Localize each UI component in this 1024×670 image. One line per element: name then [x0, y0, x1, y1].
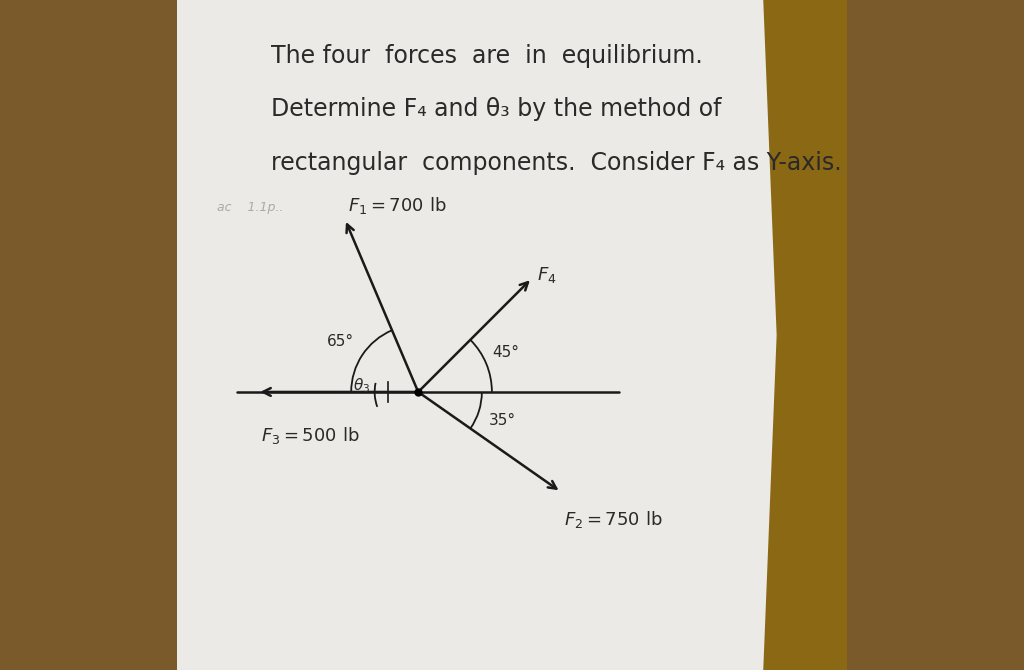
Text: $F_2 = 750$ lb: $F_2 = 750$ lb	[564, 509, 663, 529]
Text: The four  forces  are  in  equilibrium.: The four forces are in equilibrium.	[270, 44, 702, 68]
Text: $\theta_3$: $\theta_3$	[352, 376, 370, 395]
Text: 35°: 35°	[488, 413, 516, 427]
Polygon shape	[177, 0, 776, 670]
Text: 45°: 45°	[493, 345, 519, 360]
Text: $F_1 = 700$ lb: $F_1 = 700$ lb	[348, 195, 446, 216]
Text: rectangular  components.  Consider F₄ as Y-axis.: rectangular components. Consider F₄ as Y…	[270, 151, 842, 175]
Text: ac    1.1p..: ac 1.1p..	[217, 201, 284, 214]
Text: 65°: 65°	[327, 334, 354, 350]
Text: $F_3 = 500$ lb: $F_3 = 500$ lb	[261, 425, 359, 446]
Polygon shape	[177, 0, 847, 670]
Text: $F_4$: $F_4$	[538, 265, 557, 285]
Text: Determine F₄ and θ₃ by the method of: Determine F₄ and θ₃ by the method of	[270, 97, 721, 121]
